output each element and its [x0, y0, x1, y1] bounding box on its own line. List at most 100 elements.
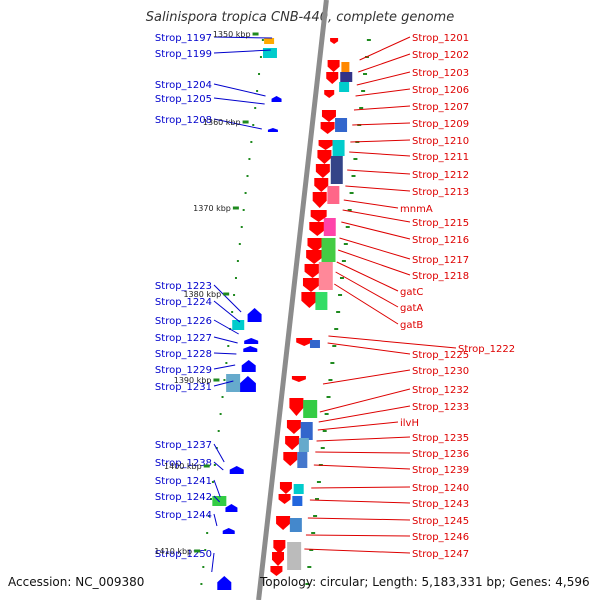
- gene-forward-arrow: [318, 140, 333, 150]
- left-leader-line: [213, 513, 218, 527]
- right-leader-line: [313, 464, 411, 470]
- gene-box: [327, 186, 340, 204]
- left-gene-label: Strop_1208: [155, 115, 212, 126]
- right-leader-line: [339, 237, 411, 260]
- right-gene-label: Strop_1201: [412, 33, 469, 44]
- left-leader-line: [213, 97, 265, 105]
- right-leader-line: [352, 122, 411, 126]
- gene-box: [264, 38, 275, 44]
- gene-forward-arrow: [276, 516, 291, 530]
- left-leader-line: [213, 83, 266, 97]
- right-gene-label: Strop_1211: [412, 152, 469, 163]
- gene-forward-arrow: [306, 250, 323, 264]
- right-leader-line: [318, 405, 411, 423]
- gene-forward-arrow: [278, 494, 291, 504]
- right-gene-label: Strop_1233: [412, 402, 469, 413]
- gene-forward-arrow: [321, 110, 336, 122]
- right-gene-label: Strop_1230: [412, 366, 469, 377]
- gene-box: [323, 218, 336, 236]
- gene-reverse-arrow: [241, 360, 256, 372]
- gene-box: [332, 140, 345, 156]
- left-leader-line: [213, 443, 225, 463]
- gene-forward-arrow: [270, 566, 283, 576]
- gene-box: [339, 82, 350, 92]
- gene-forward-arrow: [289, 398, 304, 416]
- gene-box: [292, 496, 303, 506]
- gene-forward-arrow: [302, 278, 319, 292]
- genome-backbone: [256, 0, 329, 600]
- gene-box: [226, 374, 241, 392]
- left-gene-label: Strop_1224: [155, 297, 212, 308]
- gene-reverse-arrow: [229, 466, 244, 474]
- gene-forward-arrow: [309, 222, 326, 236]
- right-leader-line: [343, 199, 399, 209]
- right-gene-label: Strop_1209: [412, 119, 469, 130]
- gene-features: [212, 38, 353, 590]
- gene-forward-arrow: [320, 122, 335, 134]
- right-leader-line: [307, 517, 411, 521]
- right-leader-line: [304, 548, 411, 554]
- gene-box: [341, 62, 350, 72]
- gene-box: [293, 484, 304, 494]
- gene-box: [300, 422, 313, 440]
- right-gene-label: Strop_1246: [412, 532, 469, 543]
- gene-forward-arrow: [312, 192, 327, 208]
- gene-box: [287, 542, 302, 570]
- right-gene-label: Strop_1245: [412, 516, 469, 527]
- left-leader-line: [213, 352, 237, 355]
- right-gene-label: Strop_1232: [412, 385, 469, 396]
- gene-reverse-arrow: [225, 504, 238, 512]
- kbp-label: 1390 kbp: [174, 376, 212, 385]
- gene-forward-arrow: [272, 552, 285, 566]
- kbp-marks: 1350 kbp 1360 kbp 1370 kbp 1380 kbp 1390 kbp…: [154, 30, 259, 556]
- right-leader-line: [309, 499, 411, 504]
- right-leader-line: [353, 105, 411, 111]
- gene-forward-arrow: [310, 210, 327, 222]
- gene-box: [309, 340, 320, 348]
- left-leader-line: [213, 319, 239, 335]
- gene-reverse-arrow: [247, 308, 262, 322]
- gene-forward-arrow: [326, 72, 339, 84]
- topology-summary: Topology: circular; Length: 5,183,331 bp…: [260, 575, 590, 589]
- gene-forward-arrow: [291, 376, 306, 382]
- right-leader-line: [305, 534, 411, 537]
- left-leader-line: [213, 380, 234, 387]
- gene-box: [335, 118, 348, 132]
- right-leader-line: [347, 169, 411, 175]
- gene-forward-arrow: [317, 150, 332, 164]
- right-gene-label: mnmA: [400, 204, 433, 215]
- right-gene-label: Strop_1225: [412, 350, 469, 361]
- right-gene-label: Strop_1247: [412, 549, 469, 560]
- right-leader-line: [317, 421, 399, 431]
- left-leader-line: [213, 300, 241, 323]
- right-leader-line: [322, 369, 411, 385]
- gene-forward-arrow: [283, 452, 298, 466]
- gene-box: [303, 400, 318, 418]
- kbp-label: 1400 kbp: [164, 462, 202, 471]
- kbp-label: 1350 kbp: [213, 30, 251, 39]
- gene-forward-arrow: [330, 38, 339, 44]
- left-leader-line: [213, 479, 221, 498]
- left-gene-label: Strop_1242: [155, 492, 212, 503]
- left-gene-label: Strop_1250: [155, 549, 212, 560]
- left-gene-label: Strop_1229: [155, 365, 212, 376]
- right-leader-line: [345, 185, 411, 192]
- right-gene-label: Strop_1210: [412, 136, 469, 147]
- left-leader-line: [213, 49, 271, 54]
- right-gene-label: Strop_1222: [458, 344, 515, 355]
- right-gene-label: Strop_1240: [412, 483, 469, 494]
- gene-forward-arrow: [273, 540, 286, 554]
- left-leader-line: [213, 461, 224, 471]
- right-leader-line: [337, 249, 411, 276]
- right-leader-line: [327, 342, 411, 355]
- left-gene-label: Strop_1241: [155, 476, 212, 487]
- gene-box: [318, 262, 333, 290]
- gene-reverse-arrow: [267, 128, 278, 132]
- left-leader-line: [213, 495, 221, 503]
- gene-box: [297, 452, 308, 468]
- gene-forward-arrow: [286, 420, 301, 434]
- gene-forward-arrow: [279, 482, 292, 494]
- left-gene-label: Strop_1197: [155, 33, 212, 44]
- right-gene-label: gatA: [400, 303, 423, 314]
